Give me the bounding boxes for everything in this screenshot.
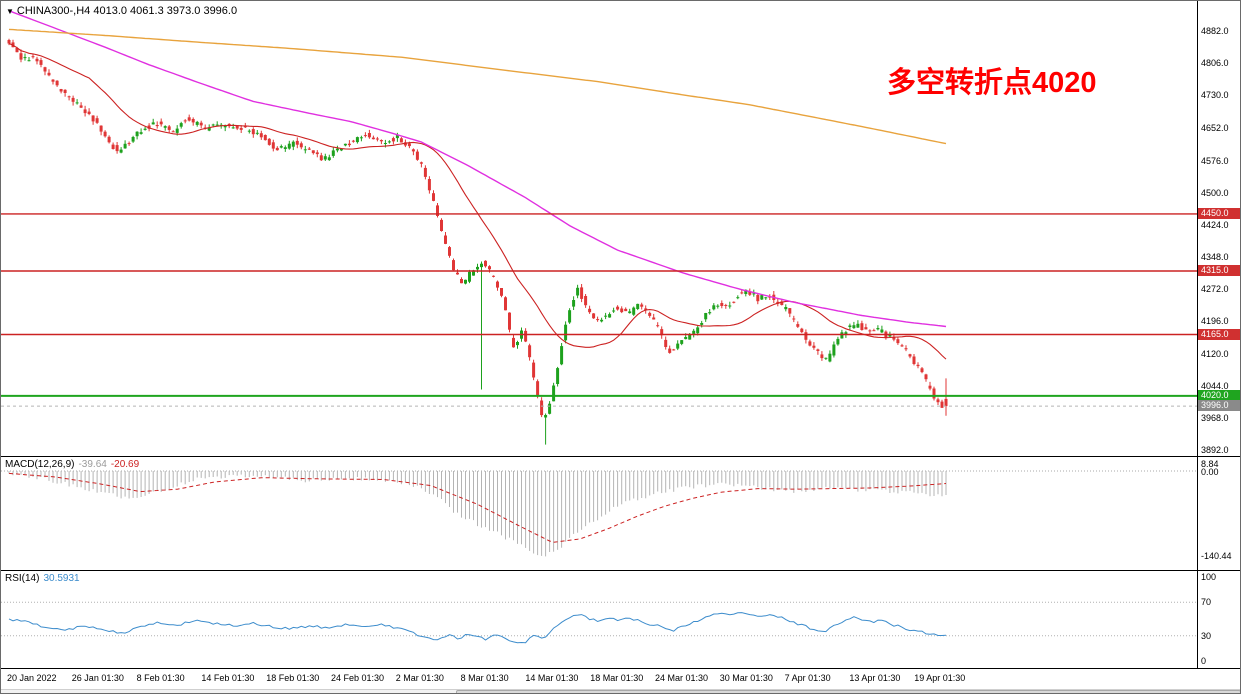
macd-value-main: -39.64 — [78, 459, 107, 470]
rsi-value: 30.5931 — [43, 573, 80, 584]
macd-axis[interactable]: 8.84 0.00 -140.44 — [1197, 457, 1240, 570]
price-tick-label: 4348.0 — [1201, 252, 1229, 263]
rsi-axis-label: 0 — [1201, 656, 1207, 666]
rsi-label: RSI(14) 30.5931 — [5, 573, 80, 584]
ohlc-readout: ▼ CHINA300-,H4 4013.0 4061.3 3973.0 3996.… — [6, 5, 237, 17]
time-axis-label: 19 Apr 01:30 — [914, 673, 966, 683]
macd-axis-min: -140.44 — [1201, 551, 1232, 561]
rsi-axis[interactable]: 100 70 30 0 — [1197, 571, 1240, 668]
main-chart-canvas[interactable] — [1, 1, 1197, 456]
time-axis-label: 30 Mar 01:30 — [719, 673, 773, 683]
time-axis[interactable]: 20 Jan 2022 26 Jan 01:30 8 Feb 01:30 14 Feb… — [1, 669, 1240, 689]
price-tick-label: 4806.0 — [1201, 58, 1229, 69]
time-axis-label: 26 Jan 01:30 — [71, 673, 124, 683]
horizontal-scrollbar-thumb[interactable] — [456, 690, 1240, 693]
time-axis-label: 24 Mar 01:30 — [655, 673, 709, 683]
price-level-badge: 4020.0 — [1198, 389, 1240, 401]
price-tick-label: 3968.0 — [1201, 412, 1229, 423]
macd-name: MACD(12,26,9) — [5, 459, 75, 470]
macd-axis-zero: 0.00 — [1201, 467, 1219, 477]
time-axis-label: 2 Mar 01:30 — [395, 673, 444, 683]
price-axis[interactable]: 4882.0 4806.0 4730.0 4652.0 4576.0 4500.0 4424… — [1197, 1, 1240, 456]
annotation-text: 多空转折点4020 — [887, 67, 1097, 99]
price-tick-label: 4730.0 — [1201, 90, 1229, 101]
price-tick-label: 4882.0 — [1201, 26, 1229, 37]
rsi-axis-label: 70 — [1201, 597, 1212, 608]
rsi-canvas[interactable] — [1, 571, 1197, 668]
price-tick-label: 4652.0 — [1201, 123, 1229, 134]
price-level-badge: 4450.0 — [1198, 207, 1240, 219]
time-axis-label: 18 Mar 01:30 — [590, 673, 644, 683]
price-level-badge: 4165.0 — [1198, 328, 1240, 340]
time-axis-label: 14 Mar 01:30 — [525, 673, 579, 683]
rsi-name: RSI(14) — [5, 573, 40, 584]
time-axis-label: 24 Feb 01:30 — [331, 673, 385, 683]
price-level-badge: 4315.0 — [1198, 265, 1240, 277]
time-axis-label: 13 Apr 01:30 — [849, 673, 901, 683]
macd-label: MACD(12,26,9) -39.64 -20.69 — [5, 459, 139, 470]
symbol-period-label: CHINA300-,H4 — [16, 5, 91, 17]
price-tick-label: 4576.0 — [1201, 155, 1229, 166]
price-level-badge: 3996.0 — [1198, 400, 1240, 412]
macd-axis-max: 8.84 — [1201, 459, 1219, 469]
macd-panel: MACD(12,26,9) -39.64 -20.69 8.84 0.00 -140.4… — [1, 457, 1240, 571]
price-tick-label: 4196.0 — [1201, 316, 1229, 327]
macd-canvas[interactable] — [1, 457, 1197, 570]
price-tick-label: 4424.0 — [1201, 219, 1229, 230]
ohlc-values: 4013.0 4061.3 3973.0 3996.0 — [93, 5, 238, 17]
macd-value-signal: -20.69 — [110, 459, 140, 470]
time-axis-label: 18 Feb 01:30 — [266, 673, 320, 683]
price-tick-label: 4272.0 — [1201, 284, 1229, 295]
time-axis-label: 8 Mar 01:30 — [460, 673, 509, 683]
time-axis-label: 20 Jan 2022 — [7, 673, 57, 683]
price-tick-label: 4500.0 — [1201, 187, 1229, 198]
rsi-axis-label: 30 — [1201, 630, 1212, 641]
main-chart-panel: ▼ CHINA300-,H4 4013.0 4061.3 3973.0 3996.… — [1, 1, 1240, 457]
rsi-panel: RSI(14) 30.5931 100 70 30 0 — [1, 571, 1240, 669]
time-axis-label: 7 Apr 01:30 — [784, 673, 831, 683]
time-axis-label: 8 Feb 01:30 — [136, 673, 185, 683]
time-axis-label: 14 Feb 01:30 — [201, 673, 255, 683]
horizontal-scrollbar-track[interactable] — [1, 689, 1240, 693]
price-tick-label: 4044.0 — [1201, 380, 1229, 391]
price-tick-label: 4120.0 — [1201, 348, 1229, 359]
price-tick-label: 3892.0 — [1201, 445, 1229, 456]
rsi-axis-label: 100 — [1201, 572, 1217, 582]
symbol-dropdown-icon[interactable]: ▼ — [6, 7, 14, 16]
